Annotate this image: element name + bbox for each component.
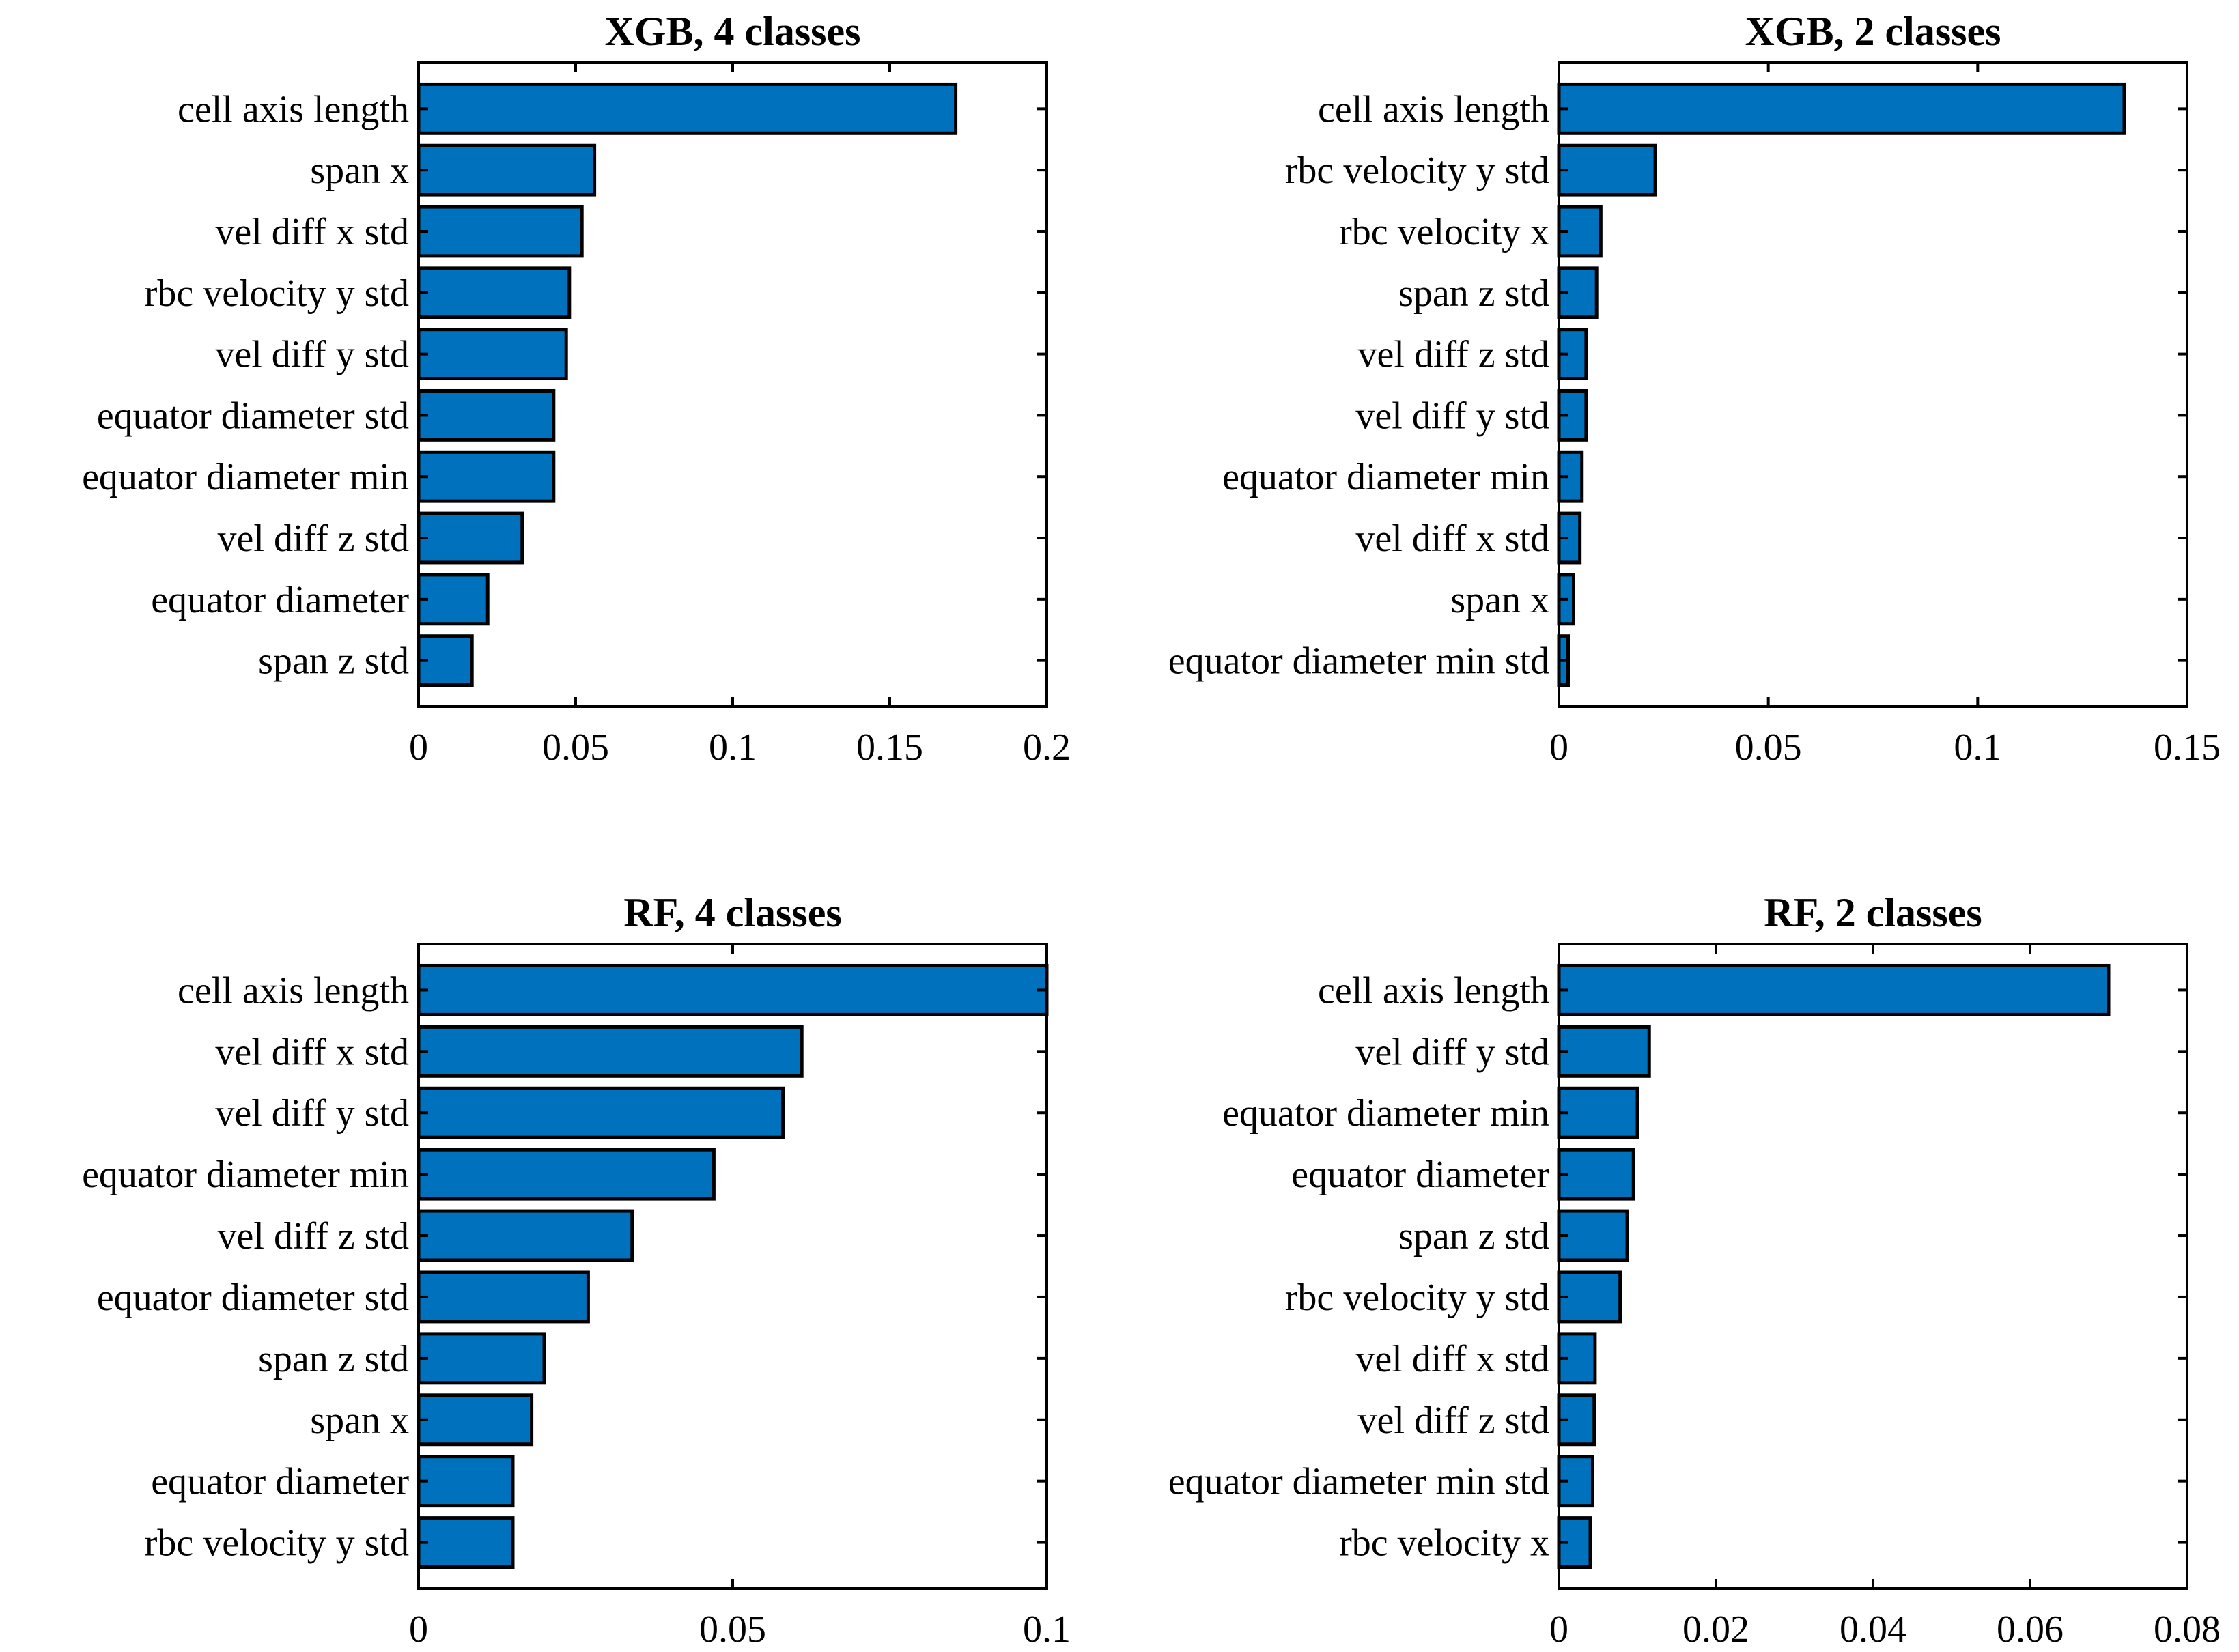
- category-label: vel diff z std: [1358, 1399, 1549, 1442]
- bar: [417, 1516, 515, 1569]
- bar: [417, 450, 556, 503]
- category-label: equator diameter min: [1222, 1092, 1549, 1135]
- bar: [417, 1455, 515, 1508]
- bar: [417, 266, 572, 319]
- bar: [1557, 1209, 1629, 1262]
- category-label: span x: [310, 1399, 409, 1442]
- bar: [417, 1025, 804, 1078]
- x-tick-label: 0: [409, 1608, 428, 1651]
- bar: [417, 205, 584, 258]
- bar: [1557, 1393, 1596, 1447]
- category-label: vel diff x std: [215, 1031, 409, 1073]
- category-label: equator diameter: [151, 1461, 409, 1503]
- x-tick-label: 0.15: [856, 726, 923, 769]
- category-label: rbc velocity y std: [145, 272, 409, 315]
- bar: [417, 1086, 785, 1139]
- category-label: equator diameter min std: [1168, 1461, 1549, 1503]
- category-label: rbc velocity x: [1339, 211, 1549, 253]
- category-label: span x: [1450, 579, 1549, 621]
- category-label: equator diameter std: [97, 395, 409, 437]
- category-label: span x: [310, 149, 409, 192]
- x-tick-label: 0.1: [1023, 1608, 1071, 1651]
- category-label: span z std: [258, 640, 409, 683]
- x-tick-label: 0: [1549, 726, 1568, 769]
- category-label: equator diameter min std: [1168, 640, 1549, 683]
- x-tick-label: 0.05: [699, 1608, 766, 1651]
- category-label: vel diff y std: [1355, 1031, 1549, 1073]
- bar: [1557, 1148, 1635, 1201]
- category-label: vel diff x std: [1355, 1338, 1549, 1380]
- category-label: cell axis length: [178, 88, 409, 130]
- category-label: vel diff x std: [215, 211, 409, 253]
- x-tick-label: 0: [1549, 1608, 1568, 1651]
- bar: [417, 1270, 590, 1324]
- bar: [417, 1332, 546, 1385]
- category-label: vel diff y std: [215, 334, 409, 376]
- bar: [1557, 1025, 1651, 1078]
- x-tick-label: 0.1: [709, 726, 757, 769]
- category-label: equator diameter min: [1222, 456, 1549, 498]
- bar: [417, 573, 490, 626]
- bar: [417, 143, 597, 197]
- x-tick-label: 0.1: [1954, 726, 2001, 769]
- axes-box: [1558, 61, 2188, 708]
- chart-title: RF, 2 classes: [1764, 890, 1982, 935]
- category-label: rbc velocity y std: [1285, 1277, 1549, 1319]
- category-label: equator diameter: [1291, 1154, 1549, 1196]
- chart-panel-1: XGB, 4 classes cell axis length span x vel …: [82, 9, 1071, 769]
- chart-panel-3: RF, 4 classes cell axis length vel diff x …: [82, 890, 1071, 1651]
- category-label: equator diameter: [151, 579, 409, 621]
- x-tick-label: 0.2: [1023, 726, 1071, 769]
- category-label: vel diff y std: [1355, 395, 1549, 437]
- category-label: vel diff z std: [1358, 334, 1549, 376]
- x-tick-label: 0.05: [1735, 726, 1802, 769]
- bar: [417, 328, 568, 381]
- category-label: cell axis length: [1318, 969, 1549, 1012]
- x-tick-label: 0.15: [2154, 726, 2221, 769]
- category-label: cell axis length: [1318, 88, 1549, 130]
- x-tick-label: 0.04: [1840, 1608, 1906, 1651]
- category-label: vel diff y std: [215, 1092, 409, 1135]
- category-label: rbc velocity y std: [1285, 149, 1549, 192]
- chart-panel-4: RF, 2 classes cell axis length vel diff y …: [1168, 890, 2221, 1651]
- x-tick-label: 0.08: [2154, 1608, 2221, 1651]
- bar: [417, 388, 556, 442]
- chart-title: XGB, 4 classes: [605, 9, 861, 54]
- chart-title: XGB, 2 classes: [1745, 9, 2001, 54]
- category-label: equator diameter min: [82, 456, 409, 498]
- x-tick-label: 0.06: [1997, 1608, 2064, 1651]
- chart-title: RF, 4 classes: [623, 890, 841, 935]
- x-tick-label: 0.02: [1682, 1608, 1749, 1651]
- category-label: rbc velocity x: [1339, 1522, 1549, 1565]
- bar: [1557, 143, 1657, 197]
- bar: [1557, 82, 2126, 135]
- category-label: span z std: [1398, 272, 1549, 315]
- x-tick-label: 0.05: [542, 726, 609, 769]
- bar: [417, 82, 958, 135]
- category-label: equator diameter min: [82, 1154, 409, 1196]
- category-label: equator diameter std: [97, 1277, 409, 1319]
- bar: [417, 1393, 534, 1447]
- chart-panel-2: XGB, 2 classes cell axis length rbc veloci…: [1168, 9, 2221, 769]
- category-label: vel diff z std: [218, 1215, 409, 1257]
- bar: [417, 1209, 634, 1262]
- bar: [417, 511, 524, 565]
- category-label: span z std: [258, 1338, 409, 1380]
- bar: [417, 963, 1049, 1016]
- category-label: cell axis length: [178, 969, 409, 1012]
- bar: [417, 1148, 716, 1201]
- axes-box: [1558, 943, 2188, 1590]
- bar: [1557, 1086, 1639, 1139]
- category-label: span z std: [1398, 1215, 1549, 1257]
- category-label: vel diff z std: [218, 517, 409, 560]
- category-label: vel diff x std: [1355, 517, 1549, 560]
- bar: [1557, 963, 2111, 1016]
- x-tick-label: 0: [409, 726, 428, 769]
- category-label: rbc velocity y std: [145, 1522, 409, 1565]
